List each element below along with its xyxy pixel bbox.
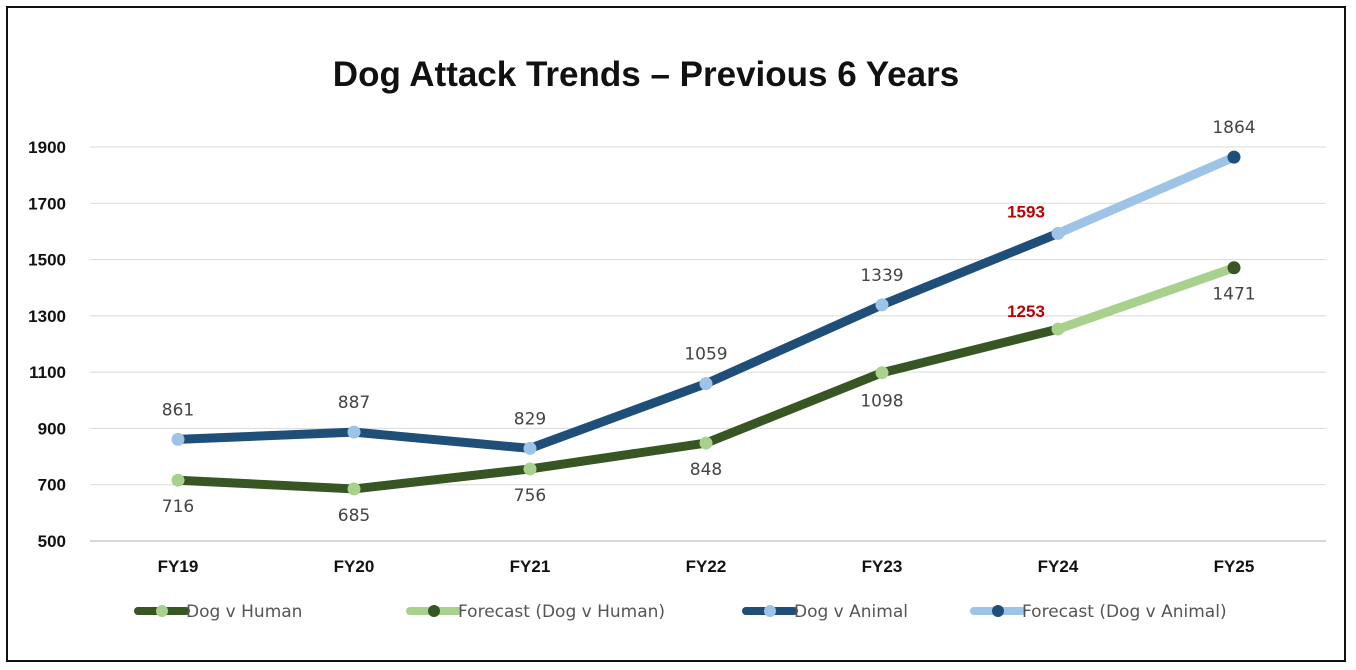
chart-frame: Dog Attack Trends – Previous 6 Years 500… (6, 6, 1346, 662)
x-tick-label: FY23 (862, 557, 903, 576)
series-line (1053, 263, 1239, 334)
legend-marker (764, 605, 776, 617)
x-tick-label: FY22 (686, 557, 727, 576)
data-point (699, 377, 713, 391)
data-point (171, 473, 185, 487)
data-label: 685 (338, 506, 370, 526)
data-label: 848 (690, 460, 722, 480)
data-label: 1471 (1212, 285, 1255, 305)
y-tick-label: 700 (38, 476, 66, 495)
legend: Dog v Human Forecast (Dog v Human) Dog v A… (134, 602, 1227, 622)
series-line (173, 324, 1063, 494)
chart-title: Dog Attack Trends – Previous 6 Years (333, 55, 959, 94)
x-axis-ticks: FY19 FY20 FY21 FY22 FY23 FY24 FY25 (158, 557, 1255, 576)
series-1 (1053, 261, 1241, 334)
data-label: 1253 (1007, 302, 1045, 321)
x-tick-label: FY24 (1038, 557, 1079, 576)
data-label: 1098 (860, 392, 903, 412)
y-tick-label: 1700 (28, 194, 66, 213)
series-layer (171, 150, 1241, 496)
legend-marker (992, 605, 1004, 617)
y-tick-label: 1900 (28, 138, 66, 157)
y-axis-ticks: 500 700 900 1100 1300 1500 1700 1900 (28, 138, 66, 551)
series-0 (171, 322, 1065, 496)
data-point (699, 436, 713, 450)
legend-marker (156, 605, 168, 617)
data-label: 1864 (1212, 118, 1255, 138)
data-label: 887 (338, 393, 370, 413)
y-tick-label: 500 (38, 532, 66, 551)
data-point (875, 366, 889, 380)
x-tick-label: FY21 (510, 557, 551, 576)
data-point (347, 425, 361, 439)
legend-item: Forecast (Dog v Animal) (970, 602, 1227, 622)
legend-label: Forecast (Dog v Human) (458, 602, 665, 622)
series-line (1053, 152, 1239, 238)
legend-label: Dog v Human (186, 602, 302, 622)
y-tick-label: 1500 (28, 251, 66, 270)
y-tick-label: 900 (38, 419, 66, 438)
data-point (523, 462, 537, 476)
legend-item: Dog v Animal (742, 602, 908, 622)
data-label: 861 (162, 400, 194, 420)
data-label: 829 (514, 409, 546, 429)
data-point (171, 432, 185, 446)
data-label: 1593 (1007, 202, 1045, 221)
legend-label: Forecast (Dog v Animal) (1022, 602, 1227, 622)
legend-marker (428, 605, 440, 617)
x-tick-label: FY19 (158, 557, 199, 576)
line-chart: Dog Attack Trends – Previous 6 Years 500… (28, 55, 1326, 622)
data-point (1227, 150, 1241, 164)
x-tick-label: FY25 (1214, 557, 1255, 576)
x-tick-label: FY20 (334, 557, 375, 576)
data-point (875, 298, 889, 312)
series-2 (171, 226, 1065, 455)
data-labels: 716 685 756 848 1098 1253 1471 861 887 829 1059 133… (162, 118, 1256, 526)
legend-label: Dog v Animal (794, 602, 908, 622)
data-point (347, 482, 361, 496)
y-tick-label: 1100 (29, 363, 66, 382)
legend-item: Dog v Human (134, 602, 302, 622)
data-label: 756 (514, 486, 546, 506)
data-point (523, 441, 537, 455)
data-label: 1339 (860, 266, 903, 286)
legend-item: Forecast (Dog v Human) (406, 602, 665, 622)
series-line (173, 228, 1063, 453)
data-label: 1059 (684, 345, 727, 365)
data-label: 716 (162, 497, 194, 517)
data-point (1227, 261, 1241, 275)
series-3 (1053, 150, 1241, 238)
y-tick-label: 1300 (28, 307, 66, 326)
